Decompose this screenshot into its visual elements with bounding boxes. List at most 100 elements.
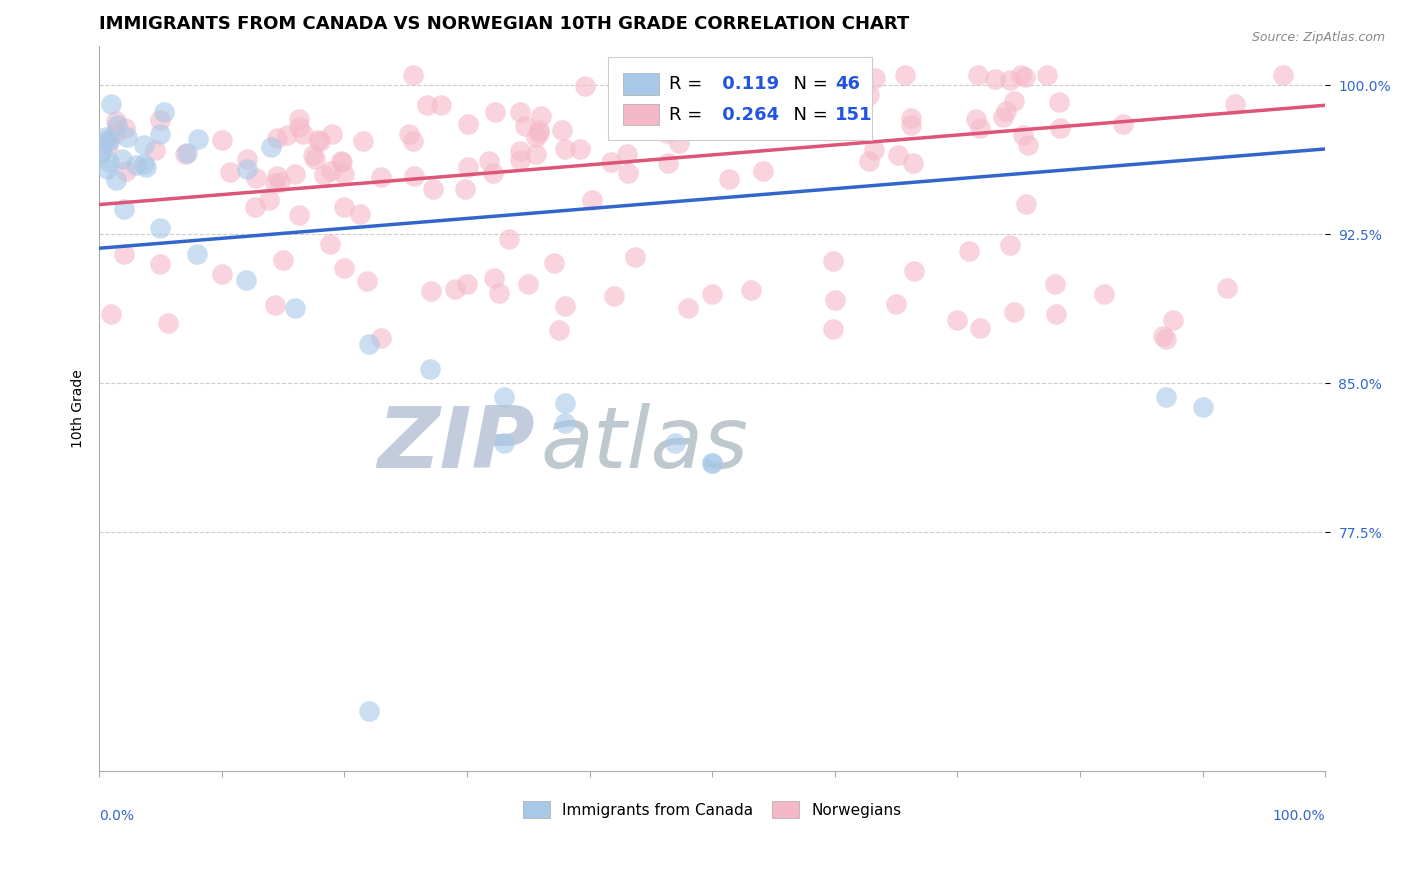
Point bbox=[269, 175, 291, 189]
Point bbox=[134, 157, 156, 171]
Point bbox=[984, 71, 1007, 86]
Text: IMMIGRANTS FROM CANADA VS NORWEGIAN 10TH GRADE CORRELATION CHART: IMMIGRANTS FROM CANADA VS NORWEGIAN 10TH… bbox=[100, 15, 910, 33]
Point bbox=[492, 390, 515, 404]
Point bbox=[307, 133, 329, 147]
Point bbox=[89, 145, 111, 160]
Point bbox=[824, 293, 846, 307]
Point bbox=[105, 118, 128, 132]
Point bbox=[302, 148, 325, 162]
Point bbox=[284, 301, 307, 315]
Point bbox=[148, 127, 170, 141]
Point bbox=[901, 156, 924, 170]
Point bbox=[1000, 73, 1022, 87]
Point bbox=[599, 154, 621, 169]
Point bbox=[702, 456, 724, 470]
Point bbox=[946, 312, 969, 326]
Point bbox=[235, 152, 257, 166]
Point bbox=[288, 120, 311, 135]
Point bbox=[1035, 69, 1057, 83]
Point bbox=[717, 171, 740, 186]
Point bbox=[740, 283, 762, 297]
Text: N =: N = bbox=[782, 75, 834, 93]
Text: ZIP: ZIP bbox=[377, 403, 534, 486]
Point bbox=[965, 112, 987, 127]
Point bbox=[186, 247, 208, 261]
Point bbox=[263, 176, 285, 190]
Point bbox=[100, 97, 122, 112]
Point bbox=[98, 155, 121, 169]
Point bbox=[728, 78, 751, 92]
Point bbox=[804, 87, 827, 101]
Point bbox=[1271, 69, 1294, 83]
Y-axis label: 10th Grade: 10th Grade bbox=[72, 368, 86, 448]
Point bbox=[292, 127, 315, 141]
Point bbox=[456, 277, 478, 291]
Point bbox=[321, 127, 343, 141]
Point bbox=[554, 396, 576, 410]
Point bbox=[665, 73, 688, 87]
Point bbox=[702, 456, 724, 470]
Point bbox=[149, 221, 172, 235]
Point bbox=[574, 78, 596, 93]
Point bbox=[1049, 121, 1071, 136]
Point bbox=[969, 121, 991, 136]
Point bbox=[243, 200, 266, 214]
Point bbox=[1154, 332, 1177, 346]
Point bbox=[581, 193, 603, 207]
Point bbox=[100, 307, 122, 321]
Point bbox=[218, 164, 240, 178]
Point bbox=[657, 126, 679, 140]
FancyBboxPatch shape bbox=[623, 103, 659, 126]
Point bbox=[894, 69, 917, 83]
Point bbox=[124, 158, 146, 172]
Point bbox=[1017, 137, 1039, 152]
Point bbox=[488, 285, 510, 300]
Point bbox=[454, 182, 477, 196]
Point bbox=[554, 416, 576, 430]
Point bbox=[527, 123, 550, 137]
Point bbox=[1014, 70, 1036, 84]
Point bbox=[114, 164, 136, 178]
Point bbox=[321, 164, 343, 178]
Point bbox=[98, 134, 121, 148]
Point bbox=[96, 130, 118, 145]
Point bbox=[1191, 400, 1213, 414]
Point bbox=[333, 200, 356, 214]
Point bbox=[235, 162, 257, 177]
Text: Source: ZipAtlas.com: Source: ZipAtlas.com bbox=[1251, 31, 1385, 45]
Point bbox=[271, 253, 294, 268]
Point bbox=[1000, 238, 1022, 252]
Point bbox=[149, 257, 172, 271]
Point bbox=[1216, 281, 1239, 295]
Point bbox=[91, 145, 114, 159]
Point bbox=[492, 436, 515, 450]
Text: atlas: atlas bbox=[540, 403, 748, 486]
Point bbox=[676, 101, 699, 115]
Point bbox=[1002, 304, 1025, 318]
Point bbox=[309, 134, 332, 148]
Point bbox=[264, 298, 287, 312]
Point bbox=[401, 69, 423, 83]
Point bbox=[862, 143, 884, 157]
Point bbox=[112, 202, 135, 216]
Point bbox=[444, 282, 467, 296]
Point bbox=[332, 167, 354, 181]
Point bbox=[751, 164, 773, 178]
Point bbox=[478, 154, 501, 169]
Point bbox=[1045, 307, 1067, 321]
Point bbox=[398, 127, 420, 141]
FancyBboxPatch shape bbox=[607, 56, 872, 140]
Point bbox=[1225, 97, 1247, 112]
Point bbox=[176, 145, 198, 160]
Text: R =: R = bbox=[669, 105, 709, 123]
Point bbox=[357, 704, 380, 718]
Point bbox=[543, 256, 565, 270]
Point bbox=[863, 71, 886, 86]
Point bbox=[887, 148, 910, 162]
Point bbox=[900, 111, 922, 125]
Point bbox=[482, 166, 505, 180]
Point bbox=[603, 289, 626, 303]
Point bbox=[404, 169, 426, 183]
Point bbox=[356, 274, 378, 288]
Point bbox=[457, 117, 479, 131]
